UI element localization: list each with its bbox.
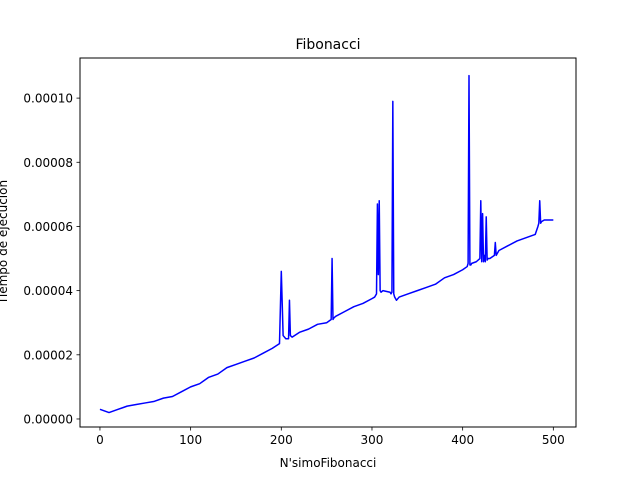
x-tick-label: 0 <box>96 433 104 447</box>
x-tick-label: 100 <box>179 433 202 447</box>
y-tick-label: 0.00004 <box>23 284 73 298</box>
x-tick-label: 200 <box>270 433 293 447</box>
y-tick-label: 0.00002 <box>23 348 73 362</box>
x-axis: 0 100 200 300 400 500 <box>96 427 565 447</box>
chart-title: Fibonacci <box>295 37 360 53</box>
x-tick-label: 300 <box>361 433 384 447</box>
y-tick-label: 0.00010 <box>23 92 73 106</box>
y-tick-label: 0.00000 <box>23 412 73 426</box>
y-axis-title: Tiempo de ejecución <box>0 180 10 305</box>
axes-frame <box>79 57 577 428</box>
y-tick-label: 0.00006 <box>23 220 73 234</box>
x-tick-label: 400 <box>451 433 474 447</box>
x-tick-label: 500 <box>542 433 565 447</box>
series-line-0 <box>99 74 554 414</box>
x-axis-title: N'simoFibonacci <box>280 456 377 470</box>
y-axis: 0.00000 0.00002 0.00004 0.00006 0.00008 0.000… <box>23 92 80 426</box>
y-tick-label: 0.00008 <box>23 156 73 170</box>
plot-area <box>99 74 554 414</box>
